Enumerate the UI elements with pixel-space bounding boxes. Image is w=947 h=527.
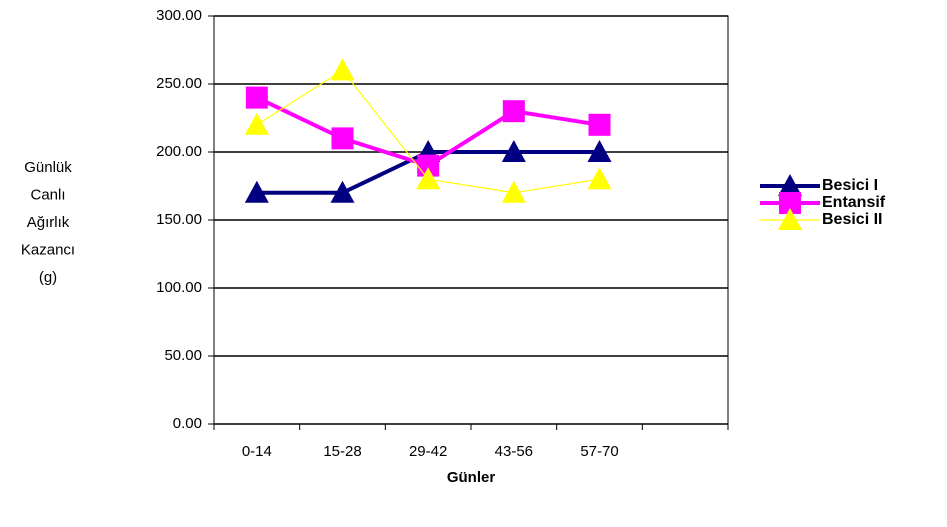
y-axis-title: Canlı — [30, 186, 65, 203]
x-tick-label: 57-70 — [580, 443, 618, 460]
legend-label: Besici II — [822, 211, 882, 228]
data-point — [587, 140, 612, 162]
legend-marker — [778, 208, 802, 230]
y-tick-label: 300.00 — [156, 7, 202, 24]
data-point — [502, 100, 525, 123]
x-axis-title: Günler — [447, 469, 496, 486]
y-axis-title: (g) — [39, 269, 57, 286]
legend-label: Entansif — [822, 194, 886, 211]
x-tick-label: 43-56 — [495, 443, 533, 460]
x-tick-label: 29-42 — [409, 443, 447, 460]
data-point — [417, 154, 440, 177]
legend-label: Besici I — [822, 177, 878, 194]
y-tick-label: 0.00 — [173, 415, 202, 432]
data-point — [587, 167, 612, 190]
y-tick-label: 100.00 — [156, 279, 202, 296]
data-point — [501, 180, 526, 203]
data-point — [501, 140, 526, 162]
y-tick-label: 250.00 — [156, 75, 202, 92]
y-axis-title: Günlük — [24, 159, 72, 176]
data-point — [588, 113, 611, 136]
legend-marker — [779, 192, 801, 214]
x-tick-label: 15-28 — [323, 443, 361, 460]
data-point — [330, 58, 355, 81]
y-axis-title: Ağırlık — [27, 214, 70, 231]
data-point — [245, 86, 268, 109]
data-point — [244, 112, 269, 135]
data-point — [331, 127, 354, 150]
legend-marker — [778, 174, 802, 196]
y-tick-label: 150.00 — [156, 211, 202, 228]
x-tick-label: 0-14 — [242, 443, 272, 460]
y-axis-title: Kazancı — [21, 241, 75, 258]
data-point — [416, 167, 441, 190]
data-point — [244, 180, 269, 203]
data-point — [330, 180, 355, 203]
y-tick-label: 50.00 — [164, 347, 202, 364]
y-tick-label: 200.00 — [156, 143, 202, 160]
